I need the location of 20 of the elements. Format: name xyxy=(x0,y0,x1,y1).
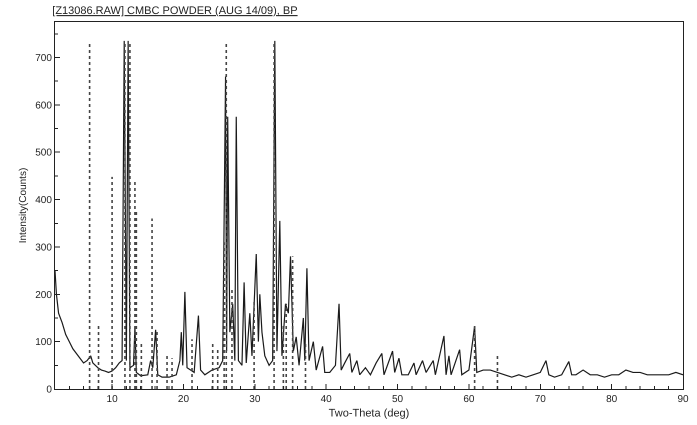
y-tick-label: 100 xyxy=(35,337,52,348)
y-tick-label: 0 xyxy=(46,384,52,396)
y-tick-label: 200 xyxy=(35,290,52,301)
x-tick-label: 70 xyxy=(534,394,546,406)
y-tick-label: 500 xyxy=(35,148,52,159)
y-tick-label: 300 xyxy=(35,242,52,254)
x-tick-label: 40 xyxy=(320,394,332,406)
y-axis-title: Intensity(Counts) xyxy=(18,168,30,244)
y-tick-label: 600 xyxy=(35,100,52,112)
x-tick-label: 30 xyxy=(249,394,261,406)
chart-title: [Z13086.RAW] CMBC POWDER (AUG 14/09), BP xyxy=(52,5,298,18)
y-tick-label: 700 xyxy=(35,53,52,64)
x-tick-label: 90 xyxy=(677,394,689,406)
x-tick-label: 80 xyxy=(606,394,618,406)
x-axis-title: Two-Theta (deg) xyxy=(328,407,410,420)
x-tick-label: 10 xyxy=(106,394,118,406)
x-tick-label: 20 xyxy=(178,394,190,406)
y-tick-label: 400 xyxy=(35,195,52,206)
x-tick-label: 60 xyxy=(463,394,475,406)
x-tick-label: 50 xyxy=(392,394,404,406)
